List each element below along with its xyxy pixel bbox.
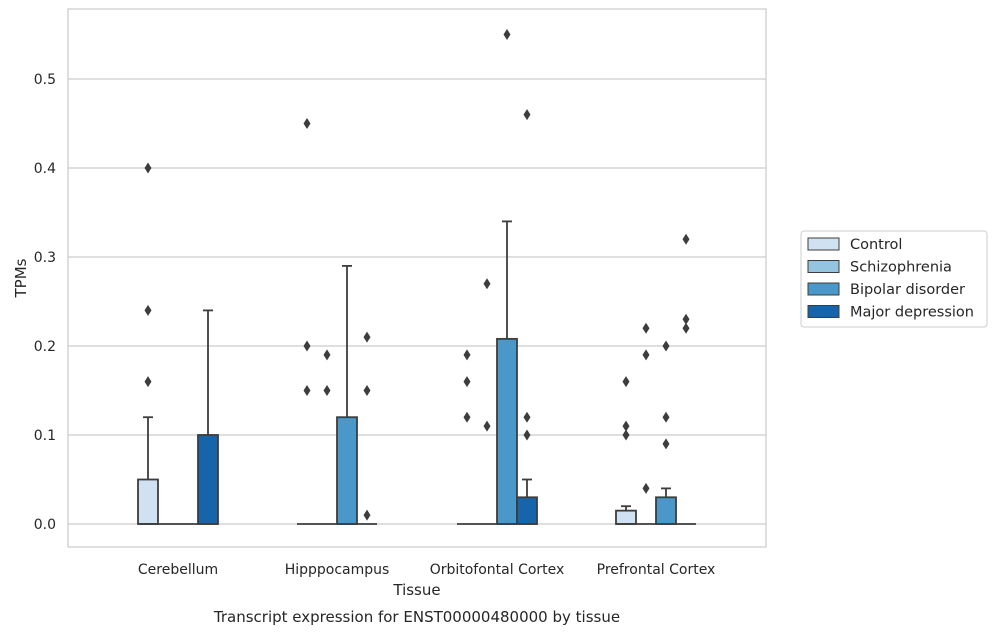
x-tick-label: Prefrontal Cortex xyxy=(597,562,716,578)
x-tick-label: Hipppocampus xyxy=(285,562,390,578)
outlier-point xyxy=(483,278,491,290)
box-major-depression xyxy=(676,233,696,525)
legend-swatch xyxy=(807,282,840,296)
outlier-point xyxy=(463,349,471,361)
outlier-point xyxy=(503,29,511,40)
y-tick-label: 0.2 xyxy=(34,339,56,355)
chart-caption: Transcript expression for ENST0000048000… xyxy=(213,608,620,626)
outlier-point xyxy=(523,109,531,121)
box xyxy=(655,496,677,525)
outlier-point xyxy=(144,376,152,388)
y-axis-label: TPMs xyxy=(12,258,30,298)
outlier-point xyxy=(523,411,531,423)
outlier-point xyxy=(662,340,670,352)
box-bipolar-disorder xyxy=(336,264,358,525)
outlier-point xyxy=(323,349,331,361)
legend: Control Schizophrenia Bipolar disorder Majo… xyxy=(800,230,988,328)
box-layer xyxy=(137,29,696,525)
outlier-point xyxy=(622,429,630,441)
box-control xyxy=(297,118,317,525)
outlier-point xyxy=(144,304,152,316)
outlier-point xyxy=(483,420,491,432)
outlier-point xyxy=(682,313,690,325)
outlier-point xyxy=(363,331,371,343)
box-bipolar-disorder xyxy=(496,29,518,525)
outlier-point xyxy=(363,385,371,396)
outlier-point xyxy=(642,322,650,334)
grid-lines xyxy=(68,78,766,525)
y-tick-label: 0.5 xyxy=(34,72,56,88)
plot-area xyxy=(67,8,767,548)
box xyxy=(137,478,159,525)
box xyxy=(336,416,358,525)
box-major-depression xyxy=(197,309,219,525)
outlier-point xyxy=(642,482,650,494)
outlier-point xyxy=(682,233,690,245)
box-schizophrenia xyxy=(636,322,656,525)
box-schizophrenia xyxy=(477,278,497,525)
outlier-point xyxy=(303,118,311,129)
legend-label: Major depression xyxy=(850,305,974,321)
legend-label: Bipolar disorder xyxy=(850,282,965,298)
outlier-point xyxy=(463,411,471,423)
y-tick-label: 0.0 xyxy=(34,517,56,533)
y-axis-ticks: 0.0 0.1 0.2 0.3 0.4 0.5 xyxy=(34,72,56,533)
legend-label: Schizophrenia xyxy=(850,260,952,276)
outlier-point xyxy=(323,385,331,396)
y-tick-label: 0.3 xyxy=(34,250,56,266)
legend-swatch xyxy=(807,237,840,251)
legend-swatch xyxy=(807,260,840,273)
outlier-point xyxy=(642,349,650,361)
box xyxy=(197,434,219,525)
box-control xyxy=(457,349,477,525)
y-tick-label: 0.4 xyxy=(34,161,56,177)
x-tick-label: Cerebellum xyxy=(138,562,218,578)
legend-swatch xyxy=(807,305,840,318)
outlier-point xyxy=(622,420,630,432)
x-axis-label: Tissue xyxy=(392,581,440,599)
y-tick-label: 0.1 xyxy=(34,428,56,444)
box-major-depression xyxy=(357,331,377,525)
box-bipolar-disorder xyxy=(655,340,677,525)
box-schizophrenia xyxy=(317,349,337,525)
box-major-depression xyxy=(516,109,538,525)
outlier-point xyxy=(363,509,371,521)
box xyxy=(496,337,518,525)
outlier-point xyxy=(303,385,311,396)
box xyxy=(615,509,637,525)
box xyxy=(516,496,538,525)
box-control xyxy=(615,376,637,525)
outlier-point xyxy=(523,429,531,441)
x-axis-ticks: Cerebellum Hipppocampus Orbitofontal Corte… xyxy=(138,562,715,578)
legend-label: Control xyxy=(850,237,902,253)
x-tick-label: Orbitofontal Cortex xyxy=(430,562,565,578)
outlier-point xyxy=(662,438,670,450)
outlier-point xyxy=(144,162,152,174)
outlier-point xyxy=(463,376,471,388)
outlier-point xyxy=(622,376,630,388)
outlier-point xyxy=(662,411,670,423)
box-control xyxy=(137,162,159,525)
outlier-point xyxy=(303,340,311,352)
legend-frame xyxy=(800,230,988,328)
outlier-point xyxy=(682,322,690,334)
